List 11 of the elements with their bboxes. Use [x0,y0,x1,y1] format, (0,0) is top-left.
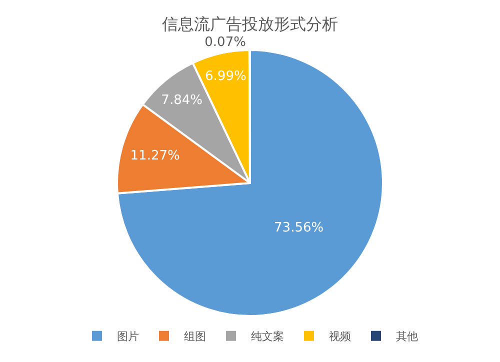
data-label: 7.84% [161,93,202,108]
legend-label: 图片 [117,330,139,344]
chart-title: 信息流广告投放形式分析 [162,14,338,34]
data-label: 0.07% [204,35,246,50]
legend-label: 其他 [396,330,418,344]
legend-label: 纯文案 [251,330,284,344]
legend-label: 组图 [184,330,206,344]
data-label: 73.56% [274,220,324,236]
data-label: 11.27% [130,148,180,164]
data-label: 6.99% [205,69,246,84]
legend-label: 视频 [329,330,351,344]
